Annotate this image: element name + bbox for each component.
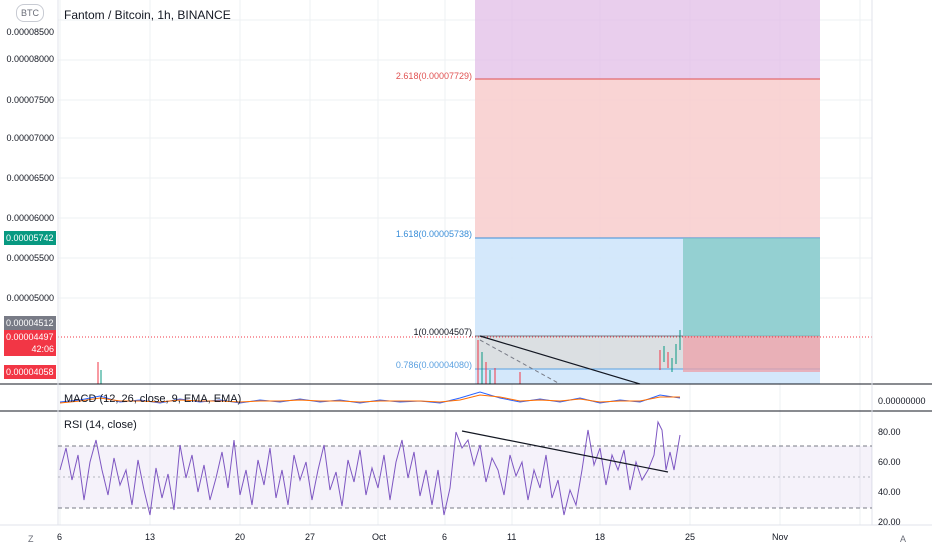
time-label: Nov [772, 532, 789, 542]
symbol-badge[interactable]: BTC [16, 4, 44, 22]
price-dashed-line[interactable] [479, 339, 561, 385]
rsi-legend[interactable]: RSI (14, close) [64, 419, 137, 431]
fib-label-0786[interactable]: 0.786(0.00004080) [395, 360, 472, 370]
fib-label-1618[interactable]: 1.618(0.00005738) [395, 229, 472, 239]
rsi-line [59, 420, 681, 516]
rsi-axis-label: 80.00 [878, 427, 901, 437]
time-label: 6 [442, 532, 448, 542]
zoom-button[interactable]: Z [28, 534, 34, 544]
price-trendline[interactable] [479, 335, 641, 385]
rsi-axis-label: 20.00 [878, 517, 901, 527]
chart-title[interactable]: Fantom / Bitcoin, 1h, BINANCE [64, 8, 231, 22]
time-label: Oct [372, 532, 387, 542]
price-label: 0.00008500 [6, 27, 54, 37]
rsi-trendline[interactable] [461, 430, 669, 473]
last-price-value: 0.00004497 [6, 332, 54, 342]
time-label: 11 [507, 532, 517, 542]
fib-label-2618[interactable]: 2.618(0.00007729) [395, 71, 472, 81]
low-price-tag: 0.00004058 [4, 365, 56, 379]
stop-zone[interactable] [683, 336, 820, 372]
price-label: 0.00007500 [6, 95, 54, 105]
rsi-axis-label: 60.00 [878, 457, 901, 467]
target-zone[interactable] [683, 238, 820, 336]
fib-zone-red[interactable] [475, 79, 820, 238]
price-candles [97, 330, 681, 384]
fib-label-1[interactable]: 1(0.00004507) [413, 327, 472, 337]
price-label: 0.00005000 [6, 293, 54, 303]
time-label: 6 [57, 532, 63, 542]
price-label: 0.00006500 [6, 173, 54, 183]
time-label: 13 [145, 532, 156, 542]
price-label: 0.00007000 [6, 133, 54, 143]
price-label: 0.00008000 [6, 54, 54, 64]
macd-signal-line [59, 394, 680, 404]
macd-legend[interactable]: MACD (12, 26, close, 9, EMA, EMA) [64, 393, 242, 405]
price-label: 0.00005500 [6, 253, 54, 263]
time-label: 25 [685, 532, 696, 542]
time-label: 27 [305, 532, 316, 542]
time-label: 18 [595, 532, 606, 542]
time-label: 20 [235, 532, 246, 542]
macd-axis-value: 0.00000000 [878, 396, 926, 406]
rsi-axis-label: 40.00 [878, 487, 901, 497]
target-price-tag: 0.00005742 [4, 231, 56, 245]
auto-scale-button[interactable]: A [900, 534, 907, 544]
high-price-tag: 0.00004512 [4, 316, 56, 330]
bar-countdown: 42:06 [31, 344, 54, 354]
last-price-tag: 0.00004497 42:06 [4, 330, 56, 356]
fib-zone-purple[interactable] [475, 0, 820, 79]
price-label: 0.00006000 [6, 213, 54, 223]
